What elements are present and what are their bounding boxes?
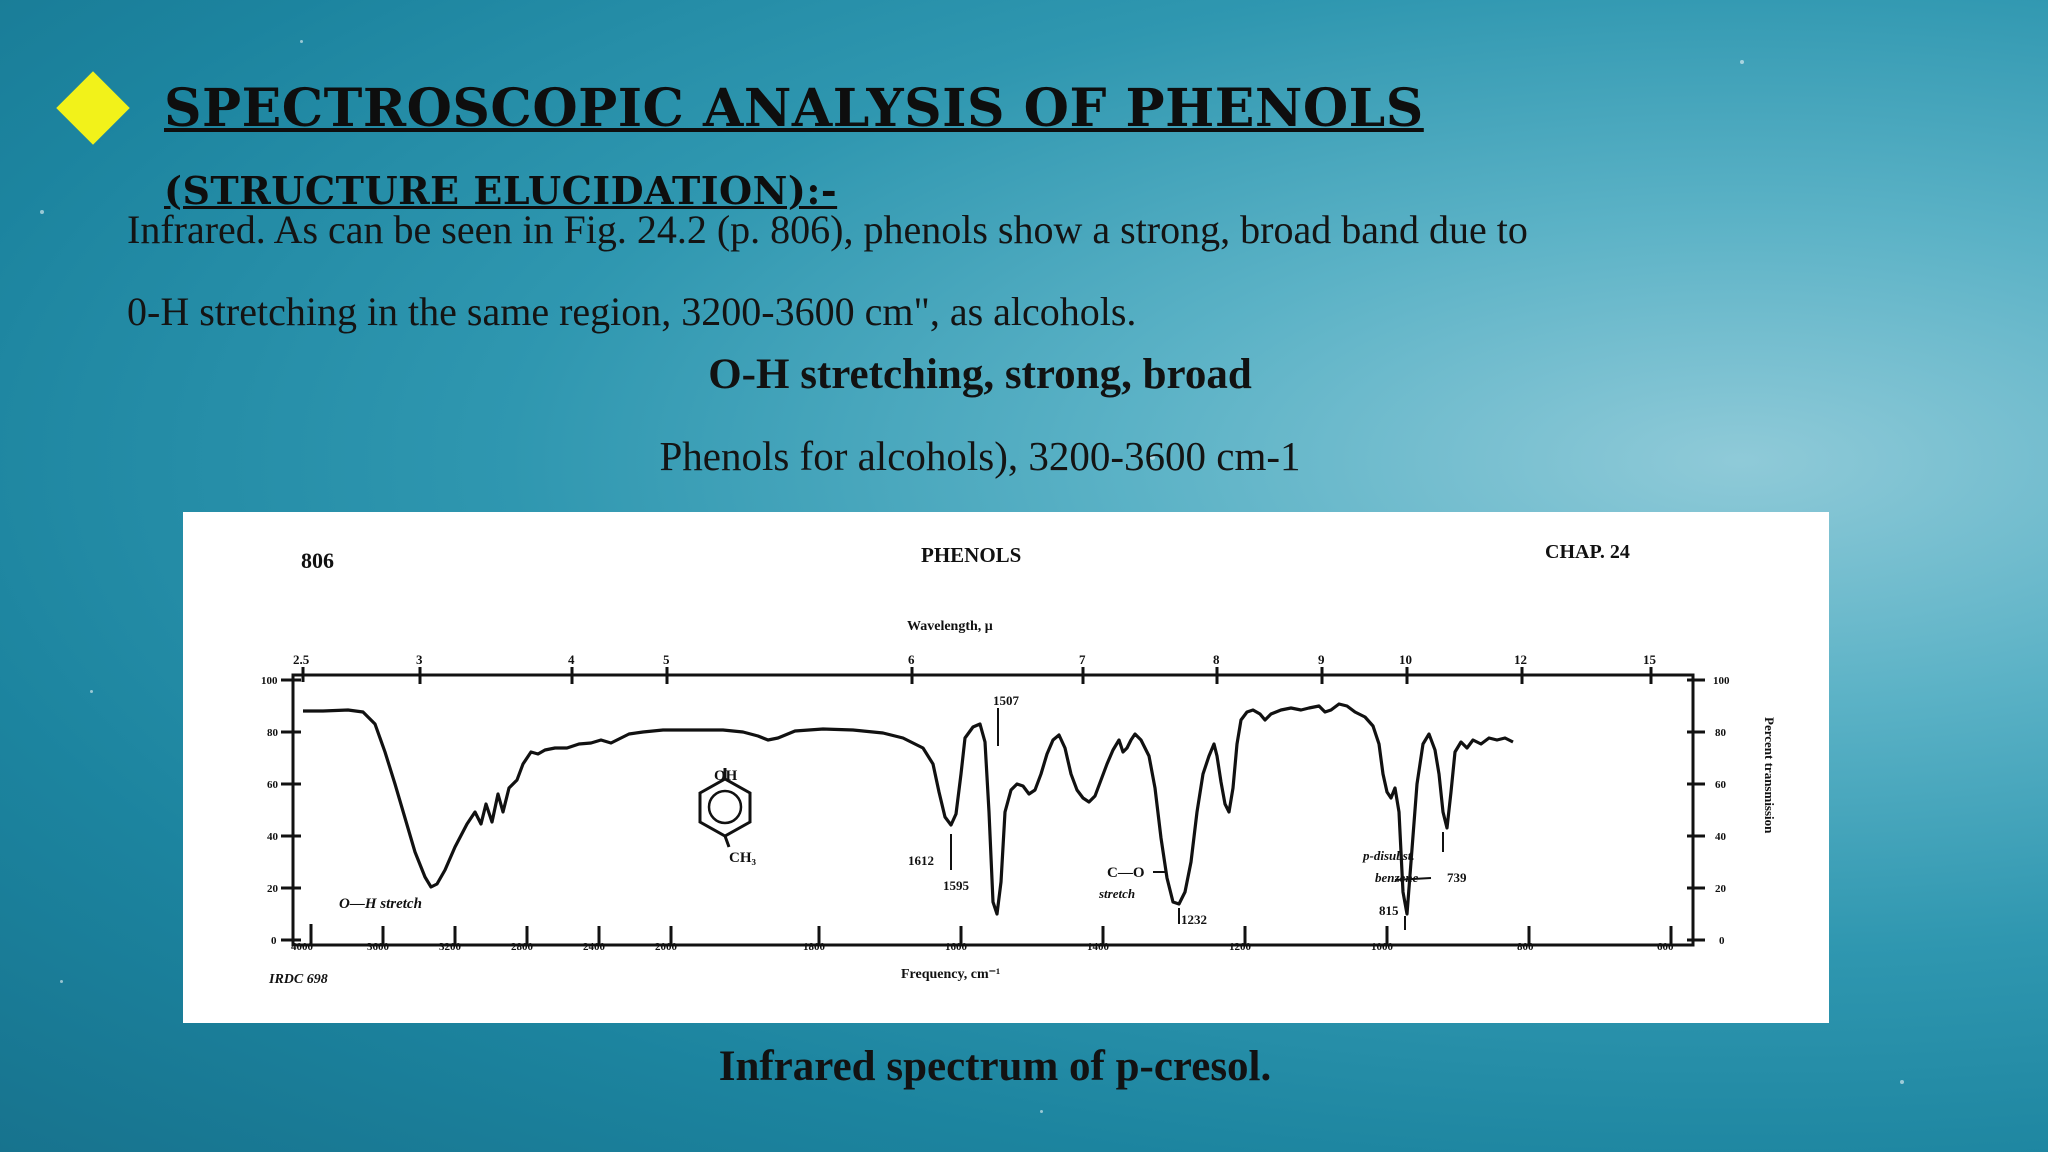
left-tick-label: 0 xyxy=(271,935,277,947)
top-tick-label: 2.5 xyxy=(293,652,310,667)
spectrum-curve xyxy=(303,702,1514,916)
bottom-tick-label: 4000 xyxy=(291,941,314,953)
peak-label-1612: 1612 xyxy=(908,853,934,868)
background-speck xyxy=(60,980,63,983)
left-tick-label: 80 xyxy=(267,727,279,739)
top-tick-label: 3 xyxy=(416,652,423,667)
top-tick-label: 7 xyxy=(1079,652,1086,667)
bottom-tick-label: 3600 xyxy=(367,941,390,953)
figure-chapter-title: PHENOLS xyxy=(921,543,1021,567)
top-tick-label: 5 xyxy=(663,652,670,667)
left-tick-labels: 100 80 60 40 20 0 xyxy=(261,675,279,947)
title-main: Spectroscopic analysis of Phenols xyxy=(164,78,1424,139)
background-speck xyxy=(1740,60,1744,64)
top-tick-label: 12 xyxy=(1514,652,1527,667)
right-tick-label: 60 xyxy=(1715,779,1727,791)
background-speck xyxy=(1150,455,1155,460)
figure-caption: Infrared spectrum of p-cresol. xyxy=(718,1043,1272,1090)
bottom-tick-label: 1800 xyxy=(803,941,826,953)
plot-frame xyxy=(291,673,1695,947)
top-tick-label: 15 xyxy=(1643,652,1657,667)
bottom-tick-labels: 4000 3600 3200 2800 2400 2000 1800 1600 … xyxy=(291,941,1674,953)
peak-label-1595: 1595 xyxy=(943,878,970,893)
peak-markers xyxy=(950,708,1444,930)
molecule-label-oh: OH xyxy=(714,768,738,784)
background-speck xyxy=(300,40,303,43)
p-disubst-annotation-line2: benzene xyxy=(1375,870,1419,885)
peak-label-1232: 1232 xyxy=(1181,912,1207,927)
right-tick-label: 0 xyxy=(1719,935,1725,947)
p-disubst-annotation-line1: p-disubst. xyxy=(1362,848,1415,863)
top-tick-label: 9 xyxy=(1318,652,1325,667)
bottom-tick-label: 1600 xyxy=(945,941,968,953)
bottom-ticks xyxy=(309,924,1673,944)
peak-label-1507: 1507 xyxy=(993,693,1020,708)
top-axis-label: Wavelength, μ xyxy=(907,619,993,634)
ir-spectrum-figure: 806 PHENOLS CHAP. 24 Wavelength, μ 2.5 3… xyxy=(183,512,1829,1023)
bottom-tick-label: 1000 xyxy=(1371,941,1394,953)
paragraph-line-2: 0-H stretching in the same region, 3200-… xyxy=(127,289,1137,334)
right-tick-label: 20 xyxy=(1715,883,1727,895)
figure-chapter-label: CHAP. 24 xyxy=(1545,541,1630,563)
section-subline: Phenols for alcohols), 3200-3600 cm-1 xyxy=(659,433,1301,479)
paragraph-line-1: Infrared. As can be seen in Fig. 24.2 (p… xyxy=(127,207,1528,252)
right-tick-label: 100 xyxy=(1713,675,1730,687)
bottom-tick-label: 1200 xyxy=(1229,941,1252,953)
slide-title: Spectroscopic analysis of Phenols (struc… xyxy=(164,74,1624,234)
top-tick-labels: 2.5 3 4 5 6 7 8 9 10 12 15 xyxy=(293,652,1657,667)
top-tick-label: 6 xyxy=(908,652,915,667)
p-disubst-arrow xyxy=(1394,877,1432,881)
background-speck xyxy=(1900,1080,1904,1084)
left-tick-label: 100 xyxy=(261,675,278,687)
left-tick-label: 60 xyxy=(267,779,279,791)
top-tick-label: 4 xyxy=(568,652,575,667)
bottom-tick-label: 2000 xyxy=(655,941,678,953)
right-ticks xyxy=(1687,678,1705,942)
background-speck xyxy=(1040,1110,1043,1113)
bottom-axis-label: Frequency, cm⁻¹ xyxy=(901,967,1000,982)
background-speck xyxy=(40,210,44,214)
figure-page-number: 806 xyxy=(301,548,334,573)
peak-label-815: 815 xyxy=(1379,903,1399,918)
top-ticks xyxy=(301,667,1653,684)
right-axis-label: Percent transmission xyxy=(1762,717,1777,834)
right-tick-labels: 100 80 60 40 20 0 xyxy=(1713,675,1730,947)
bottom-tick-label: 800 xyxy=(1517,941,1534,953)
right-tick-label: 40 xyxy=(1715,831,1727,843)
bottom-tick-label: 3200 xyxy=(439,941,462,953)
right-tick-label: 80 xyxy=(1715,727,1727,739)
left-tick-label: 40 xyxy=(267,831,279,843)
left-ticks xyxy=(281,678,301,942)
bottom-tick-label: 1400 xyxy=(1087,941,1110,953)
molecule-label-ch3: CH₃ xyxy=(729,850,757,866)
section-heading: O-H stretching, strong, broad xyxy=(708,351,1252,398)
background-speck xyxy=(90,690,93,693)
ir-spectrum-svg: 806 PHENOLS CHAP. 24 Wavelength, μ 2.5 3… xyxy=(261,541,1777,987)
left-tick-label: 20 xyxy=(267,883,279,895)
co-stretch-annotation-line2: stretch xyxy=(1098,886,1135,901)
bottom-tick-label: 600 xyxy=(1657,941,1674,953)
top-tick-label: 10 xyxy=(1399,652,1412,667)
title-parenthetical: (structure elucidation):- xyxy=(164,168,838,213)
top-tick-label: 8 xyxy=(1213,652,1220,667)
oh-stretch-annotation: O—H stretch xyxy=(339,896,422,912)
bullet-diamond-icon xyxy=(56,71,130,145)
peak-label-739: 739 xyxy=(1447,870,1467,885)
p-cresol-structure-icon xyxy=(698,768,752,848)
bottom-tick-label: 2400 xyxy=(583,941,606,953)
source-label: IRDC 698 xyxy=(268,972,328,987)
bottom-tick-label: 2800 xyxy=(511,941,534,953)
co-stretch-annotation-line1: C—O xyxy=(1107,865,1145,881)
